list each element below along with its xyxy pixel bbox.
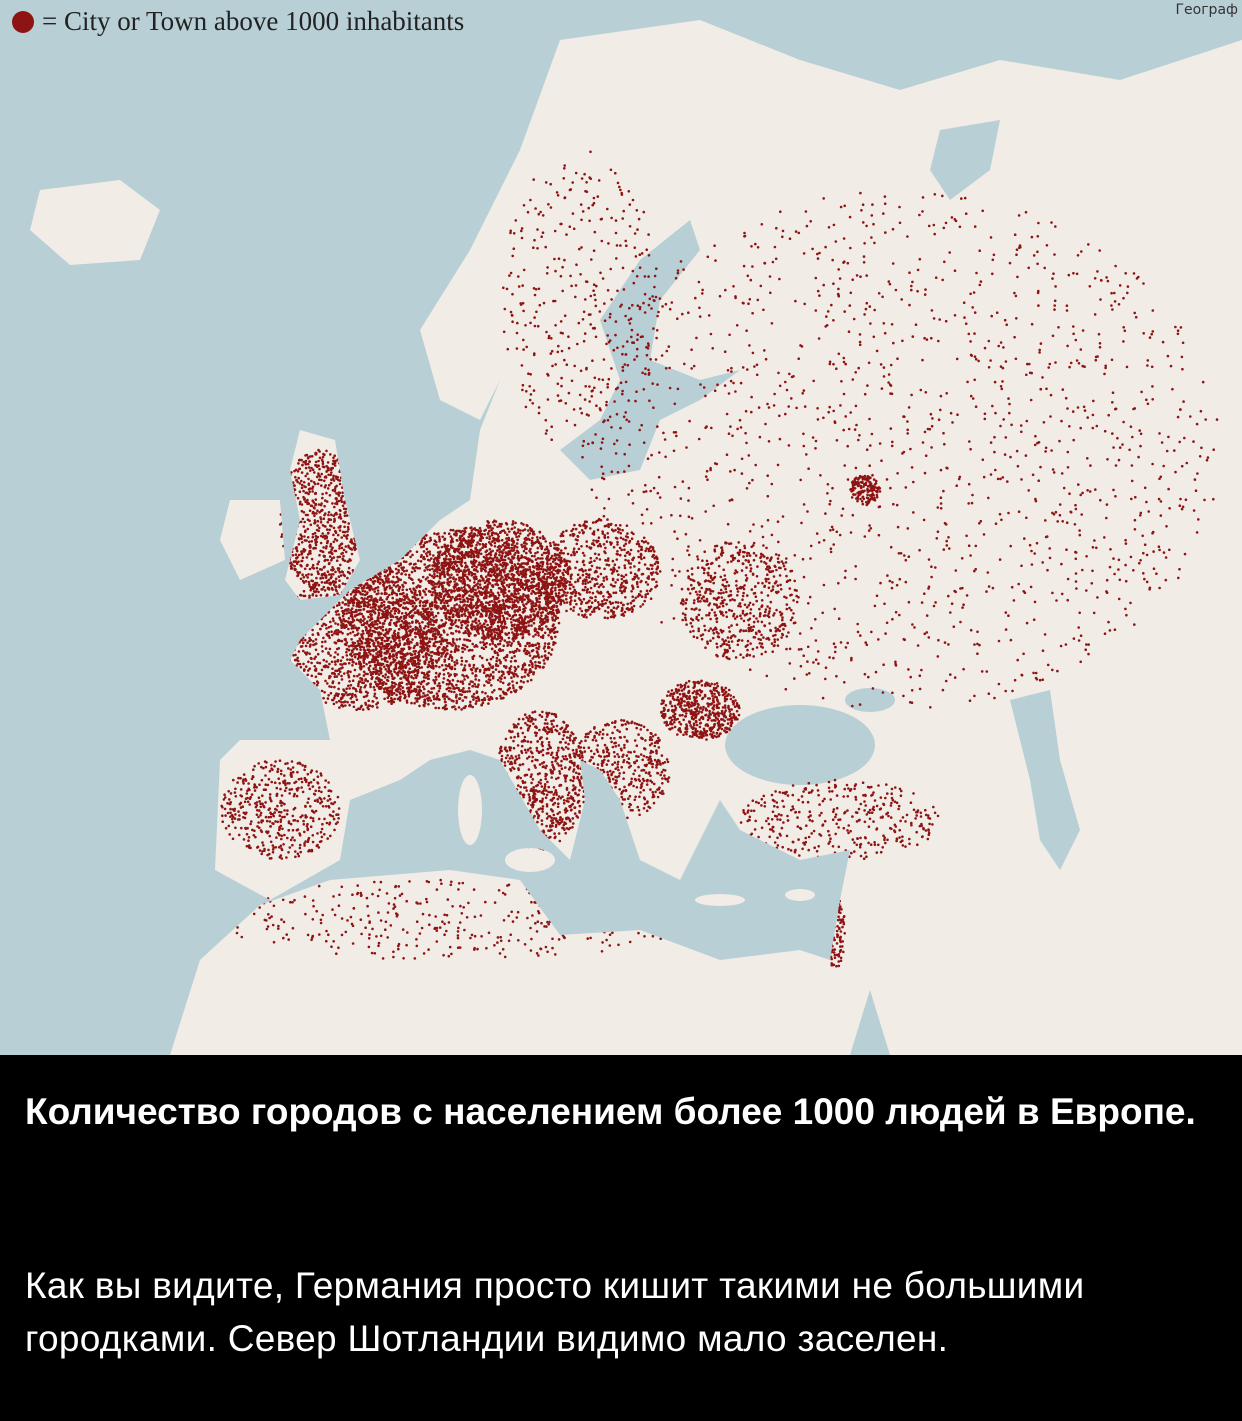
red-dot-icon xyxy=(12,10,34,33)
baltic-sea xyxy=(560,220,740,480)
black-sea xyxy=(725,705,875,785)
red-sea xyxy=(850,990,890,1055)
sea-of-azov xyxy=(845,688,895,712)
caspian-sea xyxy=(1010,690,1080,870)
white-sea xyxy=(930,120,1000,200)
watermark: Географ xyxy=(1175,2,1238,18)
legend-label: = City or Town above 1000 inhabitants xyxy=(42,6,465,36)
post-caption: Количество городов с населением более 10… xyxy=(0,1055,1242,1421)
seas-overlay xyxy=(560,120,1080,1055)
caption-body: Как вы видите, Германия просто кишит так… xyxy=(25,1265,1085,1359)
caption-title: Количество городов с населением более 10… xyxy=(25,1091,1196,1132)
town-dots xyxy=(207,150,1219,968)
legend: = City or Town above 1000 inhabitants xyxy=(12,6,464,37)
europe-town-density-map xyxy=(0,0,1242,1055)
